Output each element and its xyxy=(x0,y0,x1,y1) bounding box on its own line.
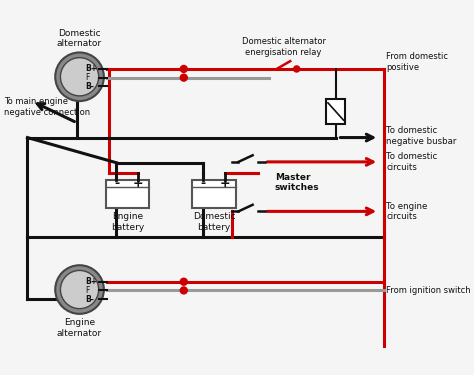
Text: F: F xyxy=(85,73,89,82)
Circle shape xyxy=(180,66,187,72)
Circle shape xyxy=(61,270,99,309)
Circle shape xyxy=(180,74,187,81)
Text: To main engine
negative connection: To main engine negative connection xyxy=(4,98,90,117)
Text: Engine
battery: Engine battery xyxy=(111,212,144,232)
Circle shape xyxy=(55,53,104,101)
Circle shape xyxy=(293,66,300,72)
Text: From ignition switch: From ignition switch xyxy=(386,286,471,295)
Text: From domestic
positive: From domestic positive xyxy=(386,52,448,72)
Text: +: + xyxy=(133,177,144,190)
Text: -: - xyxy=(201,177,206,190)
Text: Domestic
battery: Domestic battery xyxy=(193,212,236,232)
Text: B+: B+ xyxy=(85,64,97,74)
Text: +: + xyxy=(220,177,230,190)
Text: B+: B+ xyxy=(85,277,97,286)
Bar xyxy=(326,99,345,124)
Circle shape xyxy=(55,265,104,314)
Text: To domestic
negative busbar: To domestic negative busbar xyxy=(386,126,456,146)
Text: To engine
circuits: To engine circuits xyxy=(386,202,428,221)
Text: F: F xyxy=(85,286,89,295)
Circle shape xyxy=(61,58,99,96)
Text: B-: B- xyxy=(85,295,94,304)
Text: Domestic alternator
energisation relay: Domestic alternator energisation relay xyxy=(242,38,326,57)
Text: Master
switches: Master switches xyxy=(275,172,319,192)
Text: -: - xyxy=(114,177,119,190)
Circle shape xyxy=(180,278,187,285)
Text: Engine
alternator: Engine alternator xyxy=(57,318,102,338)
Circle shape xyxy=(180,287,187,294)
Bar xyxy=(106,180,149,208)
Bar xyxy=(192,180,236,208)
Text: Domestic
alternator: Domestic alternator xyxy=(57,29,102,48)
Text: To domestic
circuits: To domestic circuits xyxy=(386,152,438,172)
Text: B-: B- xyxy=(85,82,94,91)
